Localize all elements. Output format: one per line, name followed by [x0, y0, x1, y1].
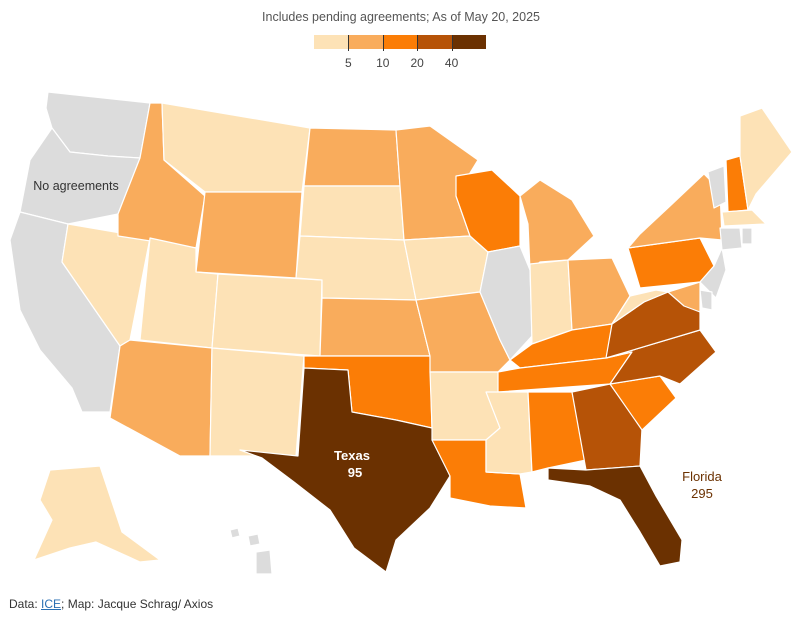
state-md [667, 281, 701, 313]
legend-tick [348, 35, 350, 51]
map-subtitle: Includes pending agreements; As of May 2… [262, 10, 540, 24]
state-wy [195, 191, 303, 279]
texas-name-label: Texas [334, 448, 370, 463]
state-hi [229, 527, 273, 575]
legend-swatch-0 [314, 35, 349, 49]
state-de [699, 289, 713, 311]
legend-swatch-3 [417, 35, 452, 49]
texas-value-label: 95 [348, 465, 362, 480]
legend-tick [451, 35, 453, 51]
state-sd [299, 185, 405, 241]
state-co [211, 273, 323, 357]
state-il [479, 245, 533, 361]
state-wv [611, 289, 669, 325]
state-me [739, 107, 793, 211]
footer-suffix: ; Map: Jacque Schrag/ Axios [61, 597, 214, 611]
legend-breaks: 5 10 20 40 [314, 35, 486, 71]
florida-value-label: 295 [691, 486, 713, 501]
legend-tick [382, 35, 384, 51]
state-ma [721, 209, 767, 227]
legend-tick [417, 35, 419, 51]
state-ct [719, 227, 743, 251]
florida-name-label: Florida [682, 469, 723, 484]
state-nj [699, 247, 727, 299]
color-legend: 5 10 20 40 [314, 35, 487, 71]
state-ia [403, 235, 489, 301]
legend-swatch-2 [382, 35, 418, 49]
state-mi [519, 179, 595, 271]
legend-break-label: 5 [345, 56, 352, 70]
state-ny [627, 173, 723, 249]
footer-prefix: Data: [9, 597, 42, 611]
state-ar [429, 371, 501, 441]
legend-color-bar [314, 35, 487, 49]
state-fl [547, 465, 683, 567]
legend-swatch-1 [348, 35, 383, 49]
legend-break-label: 10 [376, 56, 390, 70]
no-agreements-label: No agreements [33, 179, 118, 193]
state-nc [605, 329, 717, 385]
ice-source-link[interactable]: ICE [41, 597, 62, 611]
state-al [527, 391, 587, 473]
state-nd [303, 127, 401, 187]
source-footer: Data: ICE; Map: Jacque Schrag/ Axios [9, 597, 213, 611]
state-ri [741, 227, 753, 245]
state-in [529, 259, 573, 345]
state-vt [707, 165, 727, 209]
state-nm [209, 347, 305, 457]
state-ks [319, 297, 431, 357]
state-ak [33, 465, 161, 563]
legend-break-label: 20 [410, 56, 424, 70]
legend-swatch-4 [451, 35, 487, 49]
legend-break-label: 40 [444, 56, 459, 70]
state-az [109, 339, 213, 457]
state-tx [239, 367, 451, 573]
